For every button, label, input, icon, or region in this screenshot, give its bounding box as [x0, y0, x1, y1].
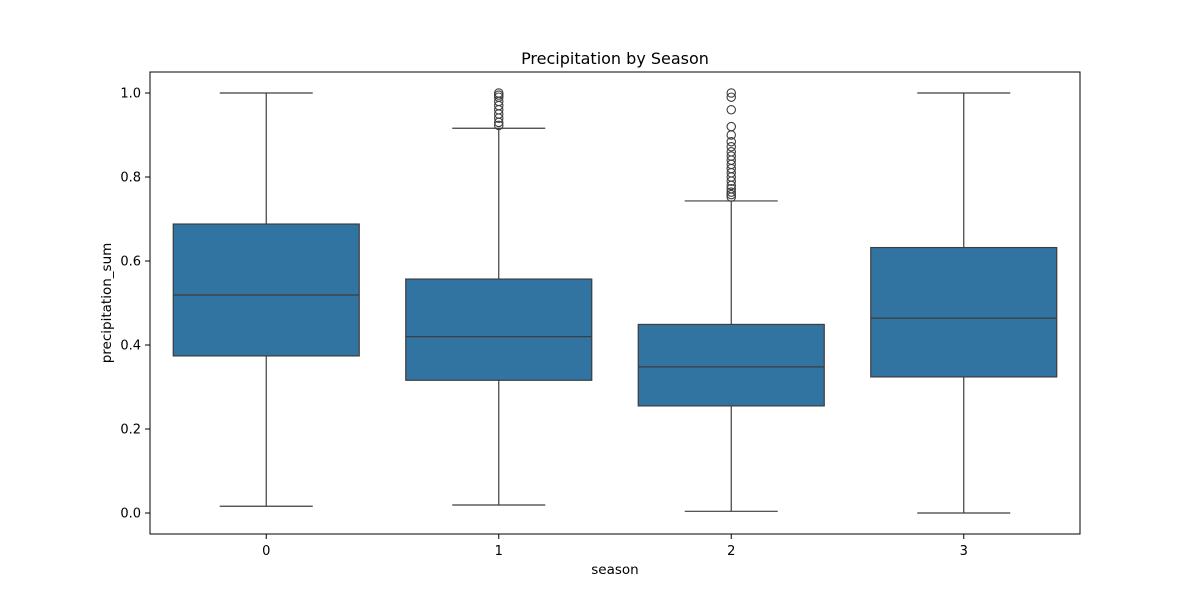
outlier-point	[726, 147, 736, 157]
outlier-point	[726, 121, 736, 132]
outlier-point	[726, 187, 736, 197]
chart-title: Precipitation by Season	[521, 49, 709, 68]
x-axis-label: season	[591, 562, 638, 578]
box-iqr	[637, 323, 825, 407]
plot-area: 0.0 0.2 0.4 0.6 0.8 1.0 0 1 2 3	[120, 71, 1081, 559]
outlier-point	[726, 142, 736, 152]
outlier-point	[726, 151, 736, 161]
y-tick-label: 0.8	[120, 171, 141, 186]
x-tick-label: 3	[960, 544, 968, 559]
x-tick-label: 0	[262, 544, 270, 559]
outlier-point	[726, 105, 736, 115]
box-group-1	[405, 88, 593, 506]
y-tick-label: 0.0	[120, 507, 141, 522]
box-group-3	[870, 92, 1058, 514]
plot-frame	[149, 71, 1081, 535]
outlier-point	[493, 90, 504, 100]
box-group-2	[637, 88, 825, 512]
box-iqr	[405, 278, 593, 381]
outlier-point	[726, 189, 736, 200]
x-tick-label: 2	[727, 544, 735, 559]
outlier-point	[726, 184, 736, 194]
box-iqr	[172, 223, 360, 357]
y-tick-label: 0.6	[120, 255, 141, 270]
box-group-0	[172, 92, 360, 507]
box-iqr	[870, 246, 1058, 378]
outlier-point	[726, 88, 736, 98]
y-tick-label: 1.0	[120, 87, 141, 102]
outlier-point	[493, 88, 504, 98]
outlier-point	[493, 120, 504, 131]
y-tick-label: 0.2	[120, 423, 141, 438]
outlier-point	[726, 92, 736, 102]
y-axis-label: precipitation_sum	[99, 243, 115, 364]
x-tick-label: 1	[495, 544, 503, 559]
outlier-point	[726, 136, 736, 147]
y-tick-label: 0.4	[120, 339, 141, 354]
